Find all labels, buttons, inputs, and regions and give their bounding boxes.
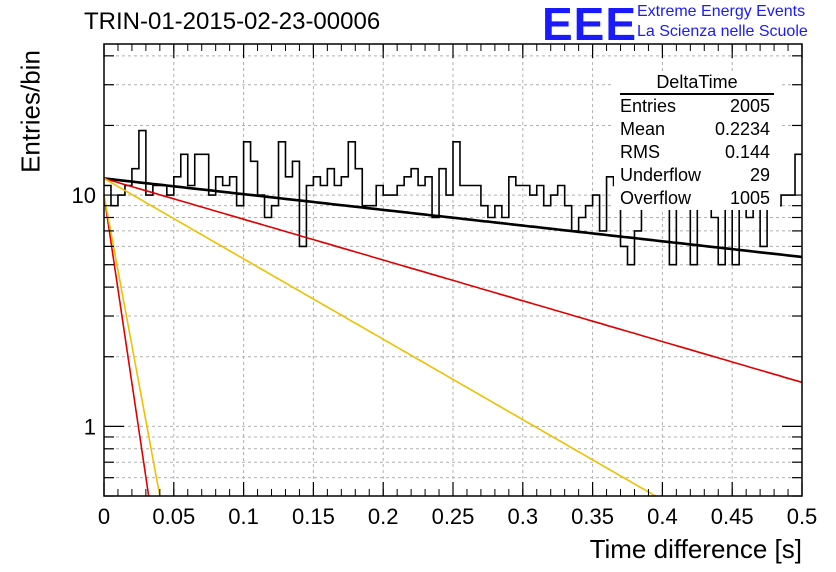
fit-yellow-steep [103,194,161,497]
stats-value: 0.2234 [714,119,770,139]
logo-line-2: La Scienza nelle Scuole [637,23,808,40]
fit-red-steep [103,194,150,497]
x-tick-label: 0.05 [152,504,195,529]
stats-row-rms: RMS 0.144 [614,141,780,164]
stats-header: DeltaTime [620,71,774,95]
chart-title: TRIN-01-2015-02-23-00006 [84,8,381,35]
stats-value: 2005 [729,96,770,116]
x-tick-label: 0.45 [711,504,754,529]
fit-yellow-long [103,177,656,497]
stats-label: Overflow [620,188,692,208]
x-axis-label: Time difference [s] [589,534,802,564]
tick-labels: 0 0.05 0.1 0.15 0.2 0.25 0.3 0.35 0.4 0.45 0.5 1 10 [72,183,818,529]
stats-value: 0.144 [724,142,770,162]
y-axis-label: Entries/bin [15,50,46,173]
stats-row-mean: Mean 0.2234 [614,118,780,141]
y-tick-label: 1 [84,414,96,439]
x-tick-label: 0.2 [368,504,399,529]
x-tick-label: 0.25 [432,504,475,529]
eee-logo: EEE [542,0,638,50]
fit-curves [103,177,803,497]
stats-label: Underflow [620,165,702,185]
stats-label: Entries [620,96,677,116]
x-tick-label: 0.3 [508,504,539,529]
x-tick-label: 0 [98,504,110,529]
stats-row-entries: Entries 2005 [614,95,780,118]
y-tick-label: 10 [72,183,96,208]
stats-row-overflow: Overflow 1005 [614,187,780,210]
x-tick-label: 0.15 [292,504,335,529]
logo-line-1: Extreme Energy Events [637,3,806,20]
logo-text: Extreme Energy Events La Scienza nelle S… [637,2,808,42]
fit-black [103,177,803,259]
x-tick-label: 0.5 [787,504,818,529]
x-tick-label: 0.4 [647,504,678,529]
fit-red-long [103,177,803,384]
stats-box: DeltaTime Entries 2005 Mean 0.2234 RMS 0.14… [614,71,780,210]
x-tick-label: 0.35 [571,504,614,529]
stats-label: RMS [620,142,660,162]
stats-value: 29 [749,165,770,185]
stats-label: Mean [620,119,666,139]
stats-value: 1005 [729,188,770,208]
stats-row-underflow: Underflow 29 [614,164,780,187]
axis-ticks [103,44,803,497]
x-tick-label: 0.1 [228,504,259,529]
